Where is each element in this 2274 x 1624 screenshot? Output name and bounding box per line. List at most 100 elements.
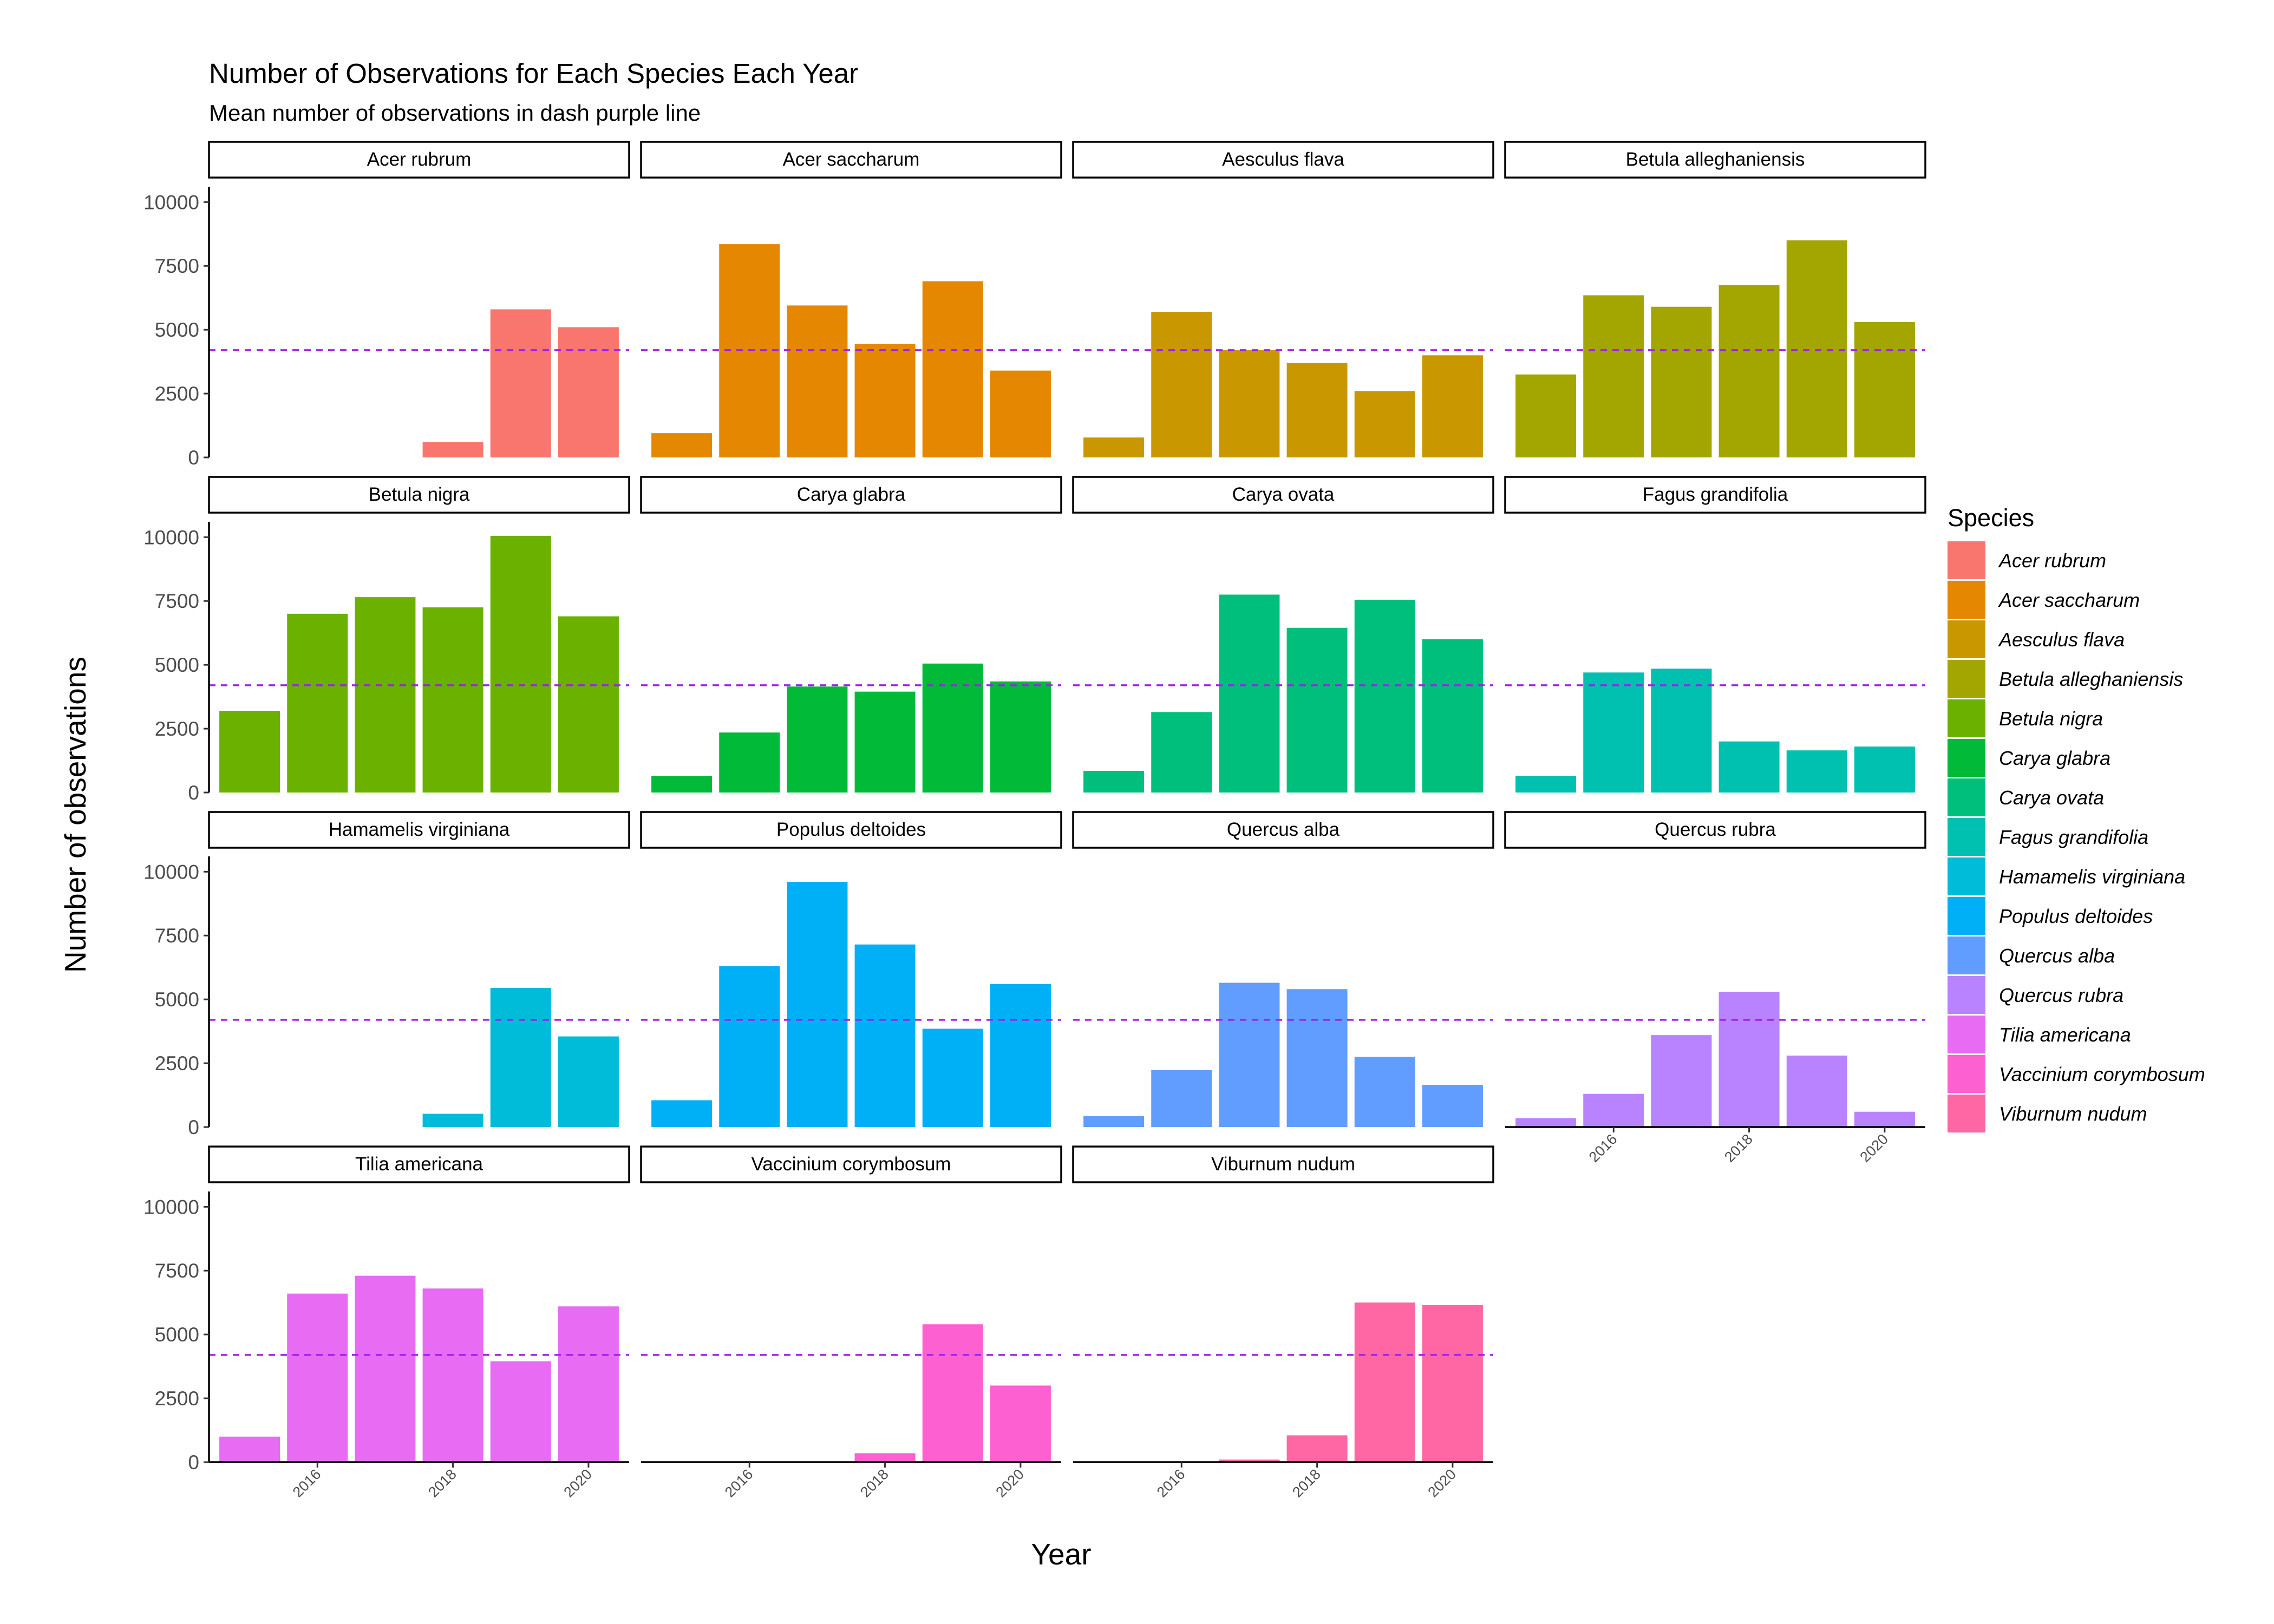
panel-quercus-alba: Quercus alba (1072, 811, 1494, 1127)
bar-tilia-americana-2020 (558, 1306, 619, 1462)
facet-strip-label: Quercus rubra (1655, 819, 1776, 840)
legend-key-carya-ovata (1948, 778, 1985, 816)
bar-viburnum-nudum-2017 (1219, 1459, 1280, 1462)
bar-viburnum-nudum-2020 (1422, 1305, 1483, 1462)
legend-label: Viburnum nudum (1999, 1103, 2147, 1125)
x-tick-label: 2016 (1154, 1466, 1188, 1501)
y-tick-label: 5000 (155, 319, 199, 341)
legend-key-carya-glabra (1948, 739, 1985, 777)
y-tick-label: 5000 (155, 654, 199, 676)
panel-hamamelis-virginiana: Hamamelis virginiana 0 2500 5000 7500 10000 (143, 811, 630, 1138)
facet-strip (640, 811, 1062, 849)
legend-key-viburnum-nudum (1948, 1095, 1985, 1132)
legend-label: Carya ovata (1999, 787, 2104, 809)
panel-carya-glabra: Carya glabra (640, 476, 1062, 793)
facet-strip-label: Viburnum nudum (1211, 1154, 1355, 1175)
bar-carya-glabra-2018 (854, 691, 916, 793)
bar-quercus-rubra-2016 (1583, 1093, 1644, 1127)
x-tick-label: 2020 (992, 1466, 1027, 1501)
bar-tilia-americana-2019 (490, 1361, 551, 1462)
facet-strip (1072, 141, 1494, 179)
bar-acer-saccharum-2019 (922, 281, 983, 457)
legend-key-quercus-alba (1948, 937, 1985, 974)
bar-betula-alleghaniensis-2017 (1651, 306, 1712, 457)
bar-betula-nigra-2015 (219, 711, 280, 793)
bar-carya-ovata-2015 (1083, 770, 1145, 793)
legend-label: Betula alleghaniensis (1999, 668, 2183, 690)
y-tick-label: 2500 (155, 383, 199, 405)
legend-label: Carya glabra (1999, 747, 2110, 769)
y-tick-label: 7500 (155, 590, 199, 612)
bar-quercus-rubra-2018 (1718, 992, 1780, 1127)
facet-strip-label: Carya glabra (797, 484, 906, 505)
bar-tilia-americana-2016 (287, 1293, 348, 1462)
y-tick-label: 7500 (155, 255, 199, 277)
legend-key-betula-alleghaniensis (1948, 660, 1985, 698)
x-tick-label: 2018 (1721, 1131, 1756, 1165)
y-tick-label: 10000 (143, 526, 199, 548)
panel-acer-saccharum: Acer saccharum (640, 141, 1062, 457)
bar-populus-deltoides-2018 (854, 944, 916, 1127)
panel-aesculus-flava: Aesculus flava (1072, 141, 1494, 457)
bar-carya-ovata-2020 (1422, 639, 1483, 793)
facet-strip-label: Carya ovata (1232, 484, 1335, 505)
facet-strip (1072, 811, 1494, 849)
legend-key-tilia-americana (1948, 1016, 1985, 1053)
facet-strip-label: Vaccinium corymbosum (752, 1154, 951, 1175)
y-tick-label: 0 (188, 447, 199, 469)
legend-label: Tilia americana (1999, 1024, 2131, 1046)
bar-carya-ovata-2019 (1354, 599, 1415, 793)
bar-hamamelis-virginiana-2018 (422, 1114, 483, 1127)
x-tick-label: 2018 (425, 1466, 460, 1501)
bar-aesculus-flava-2015 (1083, 437, 1145, 457)
x-tick-label: 2016 (722, 1466, 756, 1501)
bar-vaccinium-corymbosum-2019 (922, 1324, 983, 1462)
bar-quercus-rubra-2020 (1854, 1111, 1915, 1127)
legend-key-quercus-rubra (1948, 976, 1985, 1014)
facet-strip (208, 476, 630, 514)
facet-strip-label: Tilia americana (355, 1154, 483, 1175)
y-tick-label: 7500 (155, 1260, 199, 1282)
panel-betula-alleghaniensis: Betula alleghaniensis (1504, 141, 1926, 457)
facet-strip (1072, 1145, 1494, 1183)
legend-key-acer-saccharum (1948, 581, 1985, 619)
facet-strip (208, 811, 630, 849)
bar-carya-glabra-2015 (651, 776, 713, 793)
bar-carya-ovata-2017 (1219, 594, 1280, 793)
bar-aesculus-flava-2020 (1422, 355, 1483, 457)
legend-label: Quercus rubra (1999, 984, 2123, 1006)
bar-viburnum-nudum-2018 (1286, 1435, 1348, 1462)
bar-betula-alleghaniensis-2019 (1786, 240, 1847, 457)
bar-populus-deltoides-2019 (922, 1029, 983, 1127)
legend-key-fagus-grandifolia (1948, 818, 1985, 856)
facet-strip-label: Acer saccharum (783, 149, 920, 170)
legend-key-aesculus-flava (1948, 620, 1985, 658)
bar-aesculus-flava-2018 (1286, 363, 1348, 457)
bar-betula-alleghaniensis-2020 (1854, 322, 1915, 457)
bar-betula-alleghaniensis-2015 (1515, 374, 1577, 457)
x-tick-label: 2016 (1586, 1131, 1620, 1165)
legend-key-vaccinium-corymbosum (1948, 1055, 1985, 1093)
legend-label: Hamamelis virginiana (1999, 866, 2185, 888)
bar-betula-nigra-2016 (287, 613, 348, 793)
bar-populus-deltoides-2020 (990, 984, 1051, 1127)
facet-strip-label: Fagus grandifolia (1643, 484, 1788, 505)
bar-betula-nigra-2017 (355, 597, 416, 793)
bar-hamamelis-virginiana-2020 (558, 1036, 619, 1127)
bar-acer-rubrum-2019 (490, 309, 551, 457)
bar-carya-ovata-2018 (1286, 627, 1348, 793)
bar-viburnum-nudum-2019 (1354, 1302, 1415, 1462)
y-tick-label: 10000 (143, 191, 199, 213)
legend-label: Aesculus flava (1998, 628, 2125, 651)
bar-vaccinium-corymbosum-2020 (990, 1385, 1051, 1462)
bar-carya-glabra-2019 (922, 663, 983, 793)
legend-key-populus-deltoides (1948, 897, 1985, 935)
bar-acer-saccharum-2015 (651, 433, 713, 457)
bar-fagus-grandifolia-2018 (1718, 741, 1780, 793)
bar-tilia-americana-2018 (422, 1288, 483, 1462)
bar-fagus-grandifolia-2019 (1786, 750, 1847, 793)
facet-strip (208, 141, 630, 179)
legend-label: Vaccinium corymbosum (1999, 1063, 2205, 1085)
facet-strip (1504, 811, 1926, 849)
panel-carya-ovata: Carya ovata (1072, 476, 1494, 793)
